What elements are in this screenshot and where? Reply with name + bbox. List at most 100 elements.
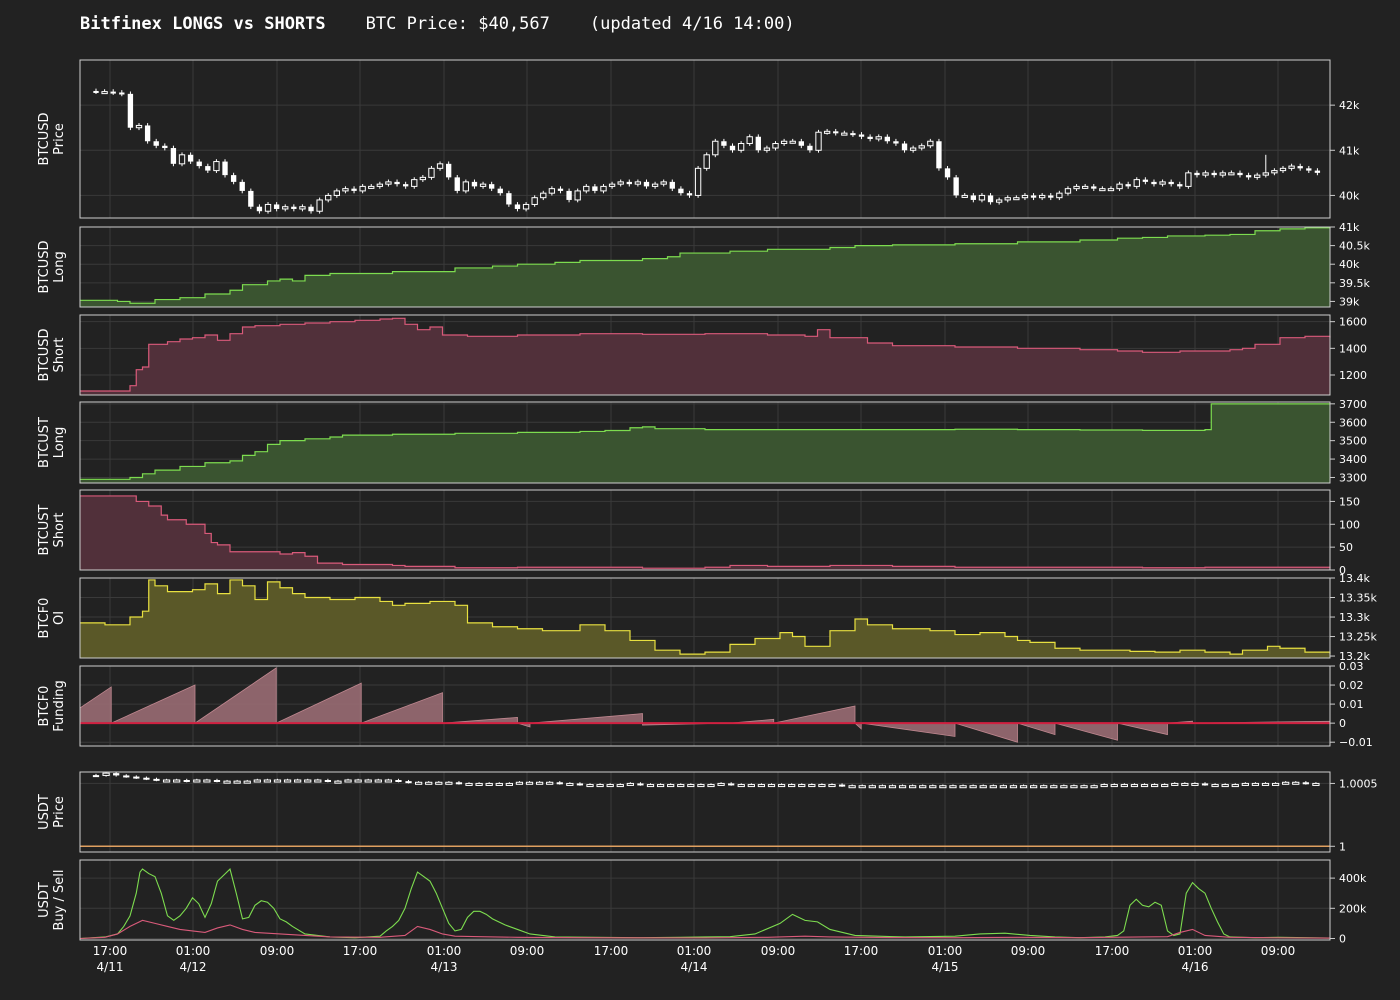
candle-body <box>1073 185 1080 190</box>
candle-body <box>485 782 493 786</box>
candle-body <box>153 778 160 781</box>
y-tick-label: −0.01 <box>1339 736 1373 749</box>
candle-body <box>193 779 201 783</box>
y-tick-label: 0 <box>1339 717 1346 730</box>
x-tick-label: 09:00 <box>761 944 796 958</box>
candle-body <box>868 785 876 789</box>
y-tick-label: 3500 <box>1339 435 1367 448</box>
candle-body <box>888 785 897 789</box>
candle-body <box>402 184 409 187</box>
series-area <box>80 227 1330 307</box>
candle-body <box>1241 782 1249 786</box>
funding-segment <box>361 692 443 724</box>
candle-body <box>626 181 632 185</box>
candle-body <box>878 785 887 789</box>
y-axis-label: USDTBuy / Sell <box>37 870 67 931</box>
y-tick-label: 13.25k <box>1339 631 1377 644</box>
candle-body <box>479 183 487 187</box>
panel-frame <box>79 489 1331 571</box>
candle-body <box>608 183 616 187</box>
candle-body <box>351 188 357 191</box>
candle-body <box>462 181 470 192</box>
x-tick-label: 09:00 <box>510 944 545 958</box>
candle-body <box>867 136 873 139</box>
candle-body <box>767 784 776 788</box>
candle-body <box>1202 172 1209 176</box>
candle-body <box>1013 197 1020 201</box>
candle-body <box>374 779 382 783</box>
series-line <box>80 227 1331 304</box>
y-tick-label: 50 <box>1339 541 1353 554</box>
candle-body <box>436 163 444 169</box>
candle-body <box>1142 179 1149 182</box>
candle-body <box>1090 785 1098 789</box>
candle-body <box>359 185 366 192</box>
candle-body <box>1080 785 1088 789</box>
candle-body <box>144 125 151 142</box>
candle-body <box>1019 785 1028 789</box>
candle-body <box>656 784 665 788</box>
candle-body <box>717 782 725 786</box>
funding-segment <box>861 722 956 737</box>
y-tick-label: 40.5k <box>1339 240 1370 253</box>
candle-body <box>162 145 168 149</box>
candle-body <box>143 777 150 780</box>
candle-body <box>273 779 282 783</box>
y-axis-label: USDTPrice <box>37 794 67 830</box>
y-tick-label: 3700 <box>1339 398 1367 411</box>
candle-body <box>1254 174 1261 178</box>
candle-body <box>703 154 710 169</box>
candle-body <box>949 785 957 789</box>
candle-body <box>531 197 538 205</box>
candle-body <box>223 780 231 784</box>
candle-body <box>385 181 392 185</box>
y-tick-label: 1.0005 <box>1339 777 1378 790</box>
buy-line <box>79 868 1331 940</box>
series-line <box>80 317 1331 392</box>
y-tick-label: 41k <box>1339 221 1360 234</box>
candle-body <box>823 130 831 134</box>
candle-body <box>936 141 942 169</box>
candle-body <box>256 206 263 212</box>
candle-body <box>102 772 110 776</box>
candle-body <box>1201 783 1209 786</box>
candle-body <box>989 785 997 789</box>
candle-body <box>368 185 375 189</box>
candle-body <box>162 779 171 783</box>
panel-frame <box>79 577 1331 659</box>
candle-body <box>1099 188 1106 192</box>
candle-body <box>178 154 186 165</box>
candle-body <box>1107 188 1115 192</box>
candle-body <box>273 204 280 209</box>
candle-body <box>354 779 362 783</box>
candle-body <box>566 190 572 200</box>
candle-body <box>1177 184 1183 187</box>
y-tick-label: 1600 <box>1339 316 1367 329</box>
candle-body <box>1237 172 1243 176</box>
candle-body <box>514 204 521 209</box>
candle-body <box>1125 184 1131 187</box>
y-axis-label: BTCUSDLong <box>37 241 67 294</box>
candle-body <box>669 181 675 189</box>
y-axis-label-line: USDT <box>37 794 52 830</box>
candle-body <box>325 194 332 201</box>
y-axis-label-line: Buy / Sell <box>52 870 67 931</box>
candle-body <box>660 181 667 185</box>
candle-body <box>506 193 512 205</box>
x-tick-label: 17:00 <box>594 944 629 958</box>
candle-body <box>875 136 882 140</box>
candle-body <box>953 177 959 196</box>
candle-body <box>1030 195 1037 198</box>
candle-body <box>411 179 418 187</box>
y-tick-label: 1 <box>1339 840 1346 853</box>
candle-body <box>898 785 907 789</box>
candle-body <box>243 780 251 784</box>
y-tick-label: 40k <box>1339 189 1360 202</box>
x-tick-label: 17:00 <box>93 944 128 958</box>
candle-body <box>694 167 702 196</box>
y-tick-label: 1200 <box>1339 369 1367 382</box>
y-tick-label: 0.01 <box>1339 698 1364 711</box>
candle-body <box>576 783 584 786</box>
candle-body <box>643 181 650 187</box>
